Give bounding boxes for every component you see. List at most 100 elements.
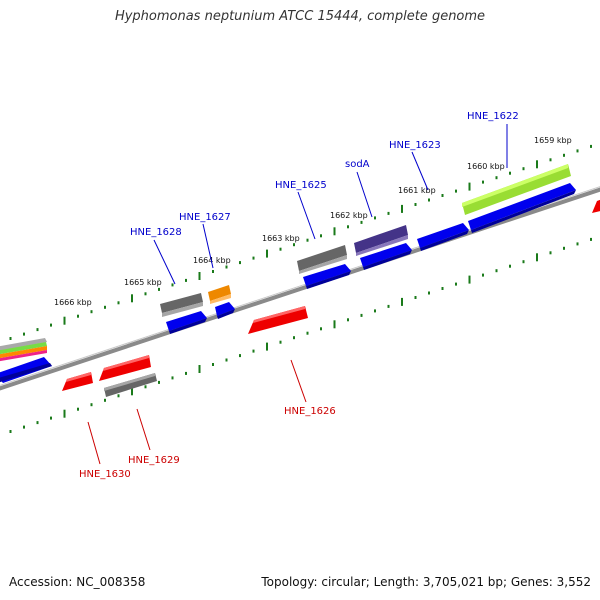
lower-tick-mark bbox=[63, 409, 66, 418]
lower-tick-mark bbox=[360, 313, 363, 317]
upper-tick-mark bbox=[171, 283, 174, 287]
genome-backbone bbox=[0, 187, 600, 391]
lower-tick-mark bbox=[9, 430, 12, 433]
lower-tick-mark bbox=[77, 407, 79, 411]
upper-tick-mark bbox=[509, 171, 511, 175]
upper-tick-mark bbox=[414, 203, 417, 206]
lower-tick-mark bbox=[212, 363, 214, 366]
leader-hne-1626 bbox=[290, 359, 307, 403]
lower-tick-mark bbox=[563, 246, 565, 250]
gene-label-hne-1626: HNE_1626 bbox=[284, 406, 336, 417]
map-title: Hyphomonas neptunium ATCC 15444, complet… bbox=[114, 9, 486, 24]
kbp-label-1666: 1666 kbp bbox=[54, 298, 92, 307]
upper-tick-mark bbox=[144, 292, 147, 296]
lower-tick-mark bbox=[306, 331, 309, 335]
leader-hne-1628 bbox=[153, 239, 176, 285]
lower-tick-mark bbox=[387, 304, 390, 308]
lower-tick-row bbox=[9, 237, 592, 433]
feature-soda-purple bbox=[354, 225, 408, 253]
upper-tick-mark bbox=[468, 182, 471, 191]
lower-tick-mark bbox=[482, 273, 484, 277]
lower-tick-mark bbox=[50, 416, 52, 420]
upper-tick-mark bbox=[590, 144, 592, 148]
kbp-label-1660: 1660 kbp bbox=[467, 162, 505, 171]
upper-tick-mark bbox=[374, 216, 376, 220]
cds-hne-1622-blue bbox=[468, 183, 576, 230]
cds-hne-1630-red bbox=[62, 372, 93, 391]
upper-tick-mark bbox=[225, 265, 228, 269]
upper-tick-mark bbox=[495, 176, 498, 180]
cds-hne-1625-blue bbox=[303, 264, 351, 286]
kbp-label-1661: 1661 kbp bbox=[398, 186, 436, 195]
accession-label: Accession: NC_008358 bbox=[9, 575, 146, 589]
lower-tick-mark bbox=[23, 425, 25, 429]
upper-tick-mark bbox=[158, 287, 160, 291]
upper-tick-mark bbox=[428, 198, 430, 202]
upper-tick-row bbox=[9, 144, 592, 340]
cds-hne-1628-blue bbox=[166, 311, 207, 331]
kbp-label-1665: 1665 kbp bbox=[124, 278, 162, 287]
leading-strand-features bbox=[160, 164, 571, 317]
upper-tick-mark bbox=[536, 160, 538, 169]
kbp-label-1664: 1664 kbp bbox=[193, 256, 231, 265]
lower-tick-mark bbox=[455, 282, 457, 286]
cds-hne-1629-red bbox=[99, 355, 151, 381]
lower-tick-mark bbox=[158, 380, 160, 384]
lower-tick-mark bbox=[441, 287, 444, 290]
upper-tick-mark bbox=[333, 227, 336, 236]
upper-tick-mark bbox=[131, 294, 133, 303]
upper-tick-mark bbox=[9, 337, 12, 340]
lower-tick-mark bbox=[468, 275, 471, 284]
lower-tick-mark bbox=[293, 336, 295, 340]
upper-tick-mark bbox=[50, 323, 52, 327]
upper-tick-mark bbox=[279, 247, 282, 251]
cds-hne-1626-red bbox=[248, 306, 308, 334]
cds-hne-1623-blue bbox=[417, 223, 469, 248]
leader-soda bbox=[356, 171, 373, 218]
lower-tick-mark bbox=[522, 260, 525, 264]
lower-tick-mark bbox=[225, 358, 228, 362]
gene-label-hne-1628: HNE_1628 bbox=[130, 227, 182, 238]
upper-tick-mark bbox=[198, 272, 201, 280]
lower-tick-mark bbox=[495, 269, 498, 273]
upper-tick-mark bbox=[266, 249, 268, 258]
upper-tick-mark bbox=[549, 158, 552, 162]
lower-tick-mark bbox=[549, 251, 552, 255]
lower-tick-mark bbox=[185, 371, 187, 375]
upper-tick-mark bbox=[239, 261, 241, 265]
lower-tick-mark bbox=[414, 296, 417, 299]
lower-tick-mark bbox=[401, 297, 403, 306]
lower-tick-mark bbox=[266, 342, 268, 351]
lower-tick-mark bbox=[90, 403, 93, 407]
upper-tick-mark bbox=[320, 234, 322, 238]
lower-tick-mark bbox=[576, 242, 579, 246]
leader-hne-1629 bbox=[136, 408, 151, 451]
feature-hne-1627-orange bbox=[208, 285, 231, 301]
cds-right-edge-red bbox=[592, 199, 600, 213]
lagging-strand-genes bbox=[62, 199, 600, 391]
gene-label-hne-1630: HNE_1630 bbox=[79, 469, 131, 480]
lagging-strand-features bbox=[104, 373, 157, 397]
lower-tick-mark bbox=[198, 365, 201, 373]
lower-tick-mark bbox=[144, 385, 147, 389]
upper-tick-mark bbox=[360, 220, 363, 224]
upper-tick-mark bbox=[306, 238, 309, 242]
lower-tick-mark bbox=[117, 394, 120, 398]
lower-tick-mark bbox=[279, 340, 282, 344]
topology-label: Topology: circular; Length: 3,705,021 bp… bbox=[261, 575, 591, 589]
lower-tick-mark bbox=[536, 253, 538, 262]
lower-tick-mark bbox=[333, 320, 336, 329]
upper-tick-mark bbox=[185, 278, 187, 282]
feature-hne-1625-grey bbox=[297, 245, 347, 271]
leader-hne-1623 bbox=[411, 151, 429, 191]
kbp-label-1663: 1663 kbp bbox=[262, 234, 300, 243]
gene-label-hne-1627: HNE_1627 bbox=[179, 212, 231, 223]
gene-label-hne-1625: HNE_1625 bbox=[275, 180, 327, 191]
feature-hne-1628-grey bbox=[160, 293, 203, 313]
upper-tick-mark bbox=[563, 153, 565, 157]
leading-strand-genes bbox=[166, 183, 576, 334]
upper-tick-mark bbox=[347, 225, 349, 229]
lower-tick-mark bbox=[320, 327, 322, 331]
upper-tick-mark bbox=[212, 270, 214, 273]
